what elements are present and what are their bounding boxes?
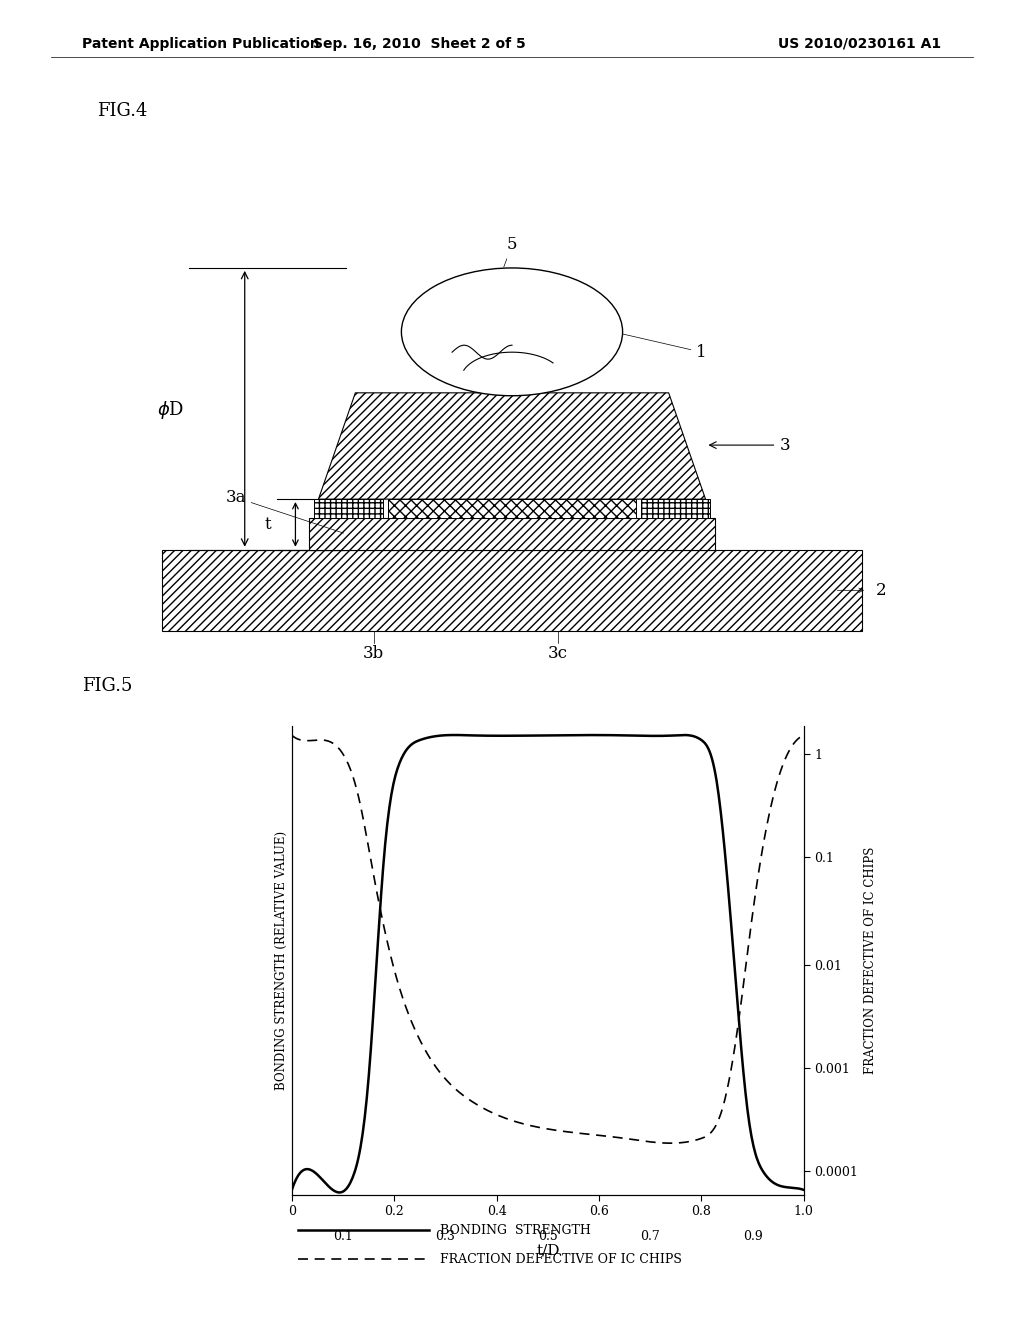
Bar xyxy=(641,499,711,517)
Text: BONDING  STRENGTH: BONDING STRENGTH xyxy=(440,1224,591,1237)
Text: 0.5: 0.5 xyxy=(538,1230,558,1242)
Ellipse shape xyxy=(401,268,623,396)
Text: FIG.5: FIG.5 xyxy=(82,677,132,696)
Bar xyxy=(309,517,715,549)
Text: 0.7: 0.7 xyxy=(640,1230,660,1242)
Y-axis label: FRACTION DEFECTIVE OF IC CHIPS: FRACTION DEFECTIVE OF IC CHIPS xyxy=(863,846,877,1074)
Y-axis label: BONDING STRENGTH (RELATIVE VALUE): BONDING STRENGTH (RELATIVE VALUE) xyxy=(274,830,288,1090)
Bar xyxy=(162,549,862,631)
Text: FRACTION DEFECTIVE OF IC CHIPS: FRACTION DEFECTIVE OF IC CHIPS xyxy=(440,1253,682,1266)
Text: US 2010/0230161 A1: US 2010/0230161 A1 xyxy=(778,37,941,51)
Text: Patent Application Publication: Patent Application Publication xyxy=(82,37,319,51)
Text: FIG.4: FIG.4 xyxy=(97,103,147,120)
Text: t: t xyxy=(264,516,271,533)
Text: 3: 3 xyxy=(710,437,790,454)
Bar xyxy=(387,499,636,517)
Text: 0.9: 0.9 xyxy=(742,1230,763,1242)
Bar xyxy=(314,499,383,517)
Text: $\phi$D: $\phi$D xyxy=(158,399,184,421)
Text: 3c: 3c xyxy=(548,644,568,661)
Text: 3a: 3a xyxy=(225,488,343,533)
X-axis label: t/D: t/D xyxy=(537,1243,559,1257)
Text: 1: 1 xyxy=(616,333,707,360)
Text: Sep. 16, 2010  Sheet 2 of 5: Sep. 16, 2010 Sheet 2 of 5 xyxy=(313,37,526,51)
Text: 0.3: 0.3 xyxy=(435,1230,456,1242)
Text: 0.1: 0.1 xyxy=(333,1230,353,1242)
Text: 3b: 3b xyxy=(364,644,384,661)
Text: 5: 5 xyxy=(504,236,517,267)
Text: 2: 2 xyxy=(877,582,887,599)
Polygon shape xyxy=(318,393,706,499)
